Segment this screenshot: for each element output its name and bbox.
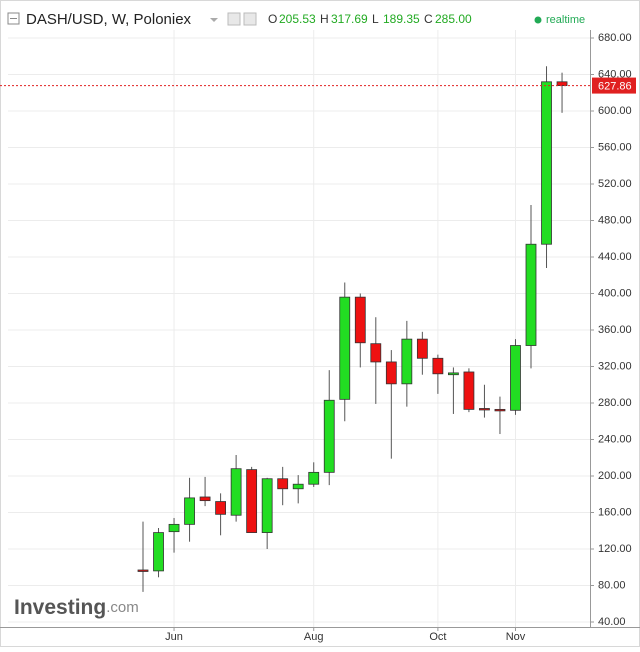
candle-body — [479, 408, 490, 411]
candle-body — [153, 532, 164, 572]
candle-body — [339, 296, 351, 400]
y-tick-label: 160.00 — [598, 506, 632, 518]
x-tick-label: Nov — [506, 631, 526, 643]
last-price-label: 627.86 — [598, 80, 632, 92]
y-tick-label: 560.00 — [598, 141, 632, 153]
candle-body — [401, 338, 413, 385]
y-tick-label: 480.00 — [598, 214, 632, 226]
ohlc-readout: O 205.53 H 317.69 L 189.35 C 285.00 — [268, 12, 472, 26]
y-tick-label: 640.00 — [598, 68, 632, 80]
y-tick-label: 40.00 — [598, 616, 626, 628]
logo: Investing.com — [14, 596, 139, 619]
logo-name: Investing — [14, 596, 106, 619]
candle-body — [168, 523, 180, 533]
candle-body — [184, 497, 195, 525]
candle-body — [432, 357, 444, 375]
status-dot — [534, 16, 542, 24]
candle-body — [292, 483, 304, 490]
candle-body — [447, 372, 459, 376]
logo-suffix: .com — [106, 599, 139, 616]
x-tick-label: Aug — [304, 631, 324, 643]
candle-body — [261, 478, 273, 533]
ohlc-label: H — [320, 12, 329, 26]
ohlc-value: 317.69 — [331, 12, 368, 26]
x-tick-label: Oct — [429, 631, 446, 643]
collapse-icon[interactable] — [7, 12, 20, 25]
y-tick-label: 200.00 — [598, 470, 632, 482]
last-price-box — [592, 77, 636, 94]
settings-icon[interactable] — [243, 12, 257, 26]
candle-body — [230, 468, 242, 516]
candle-body — [323, 399, 335, 473]
y-tick-label: 440.00 — [598, 251, 632, 263]
ohlc-label: C — [424, 12, 433, 26]
candle-body — [385, 361, 397, 385]
candle-body — [354, 296, 366, 344]
y-tick-label: 400.00 — [598, 287, 632, 299]
candle-body — [370, 343, 382, 363]
eye-icon[interactable] — [227, 12, 241, 26]
candle-body — [510, 345, 521, 411]
y-tick-label: 80.00 — [598, 579, 626, 591]
status: realtime — [546, 14, 585, 26]
candle-body — [137, 569, 149, 572]
candle-body — [463, 371, 475, 410]
x-tick-label: Jun — [165, 631, 183, 643]
ohlc-value: 285.00 — [435, 12, 472, 26]
candle-body — [277, 478, 289, 490]
y-tick-label: 240.00 — [598, 433, 632, 445]
candle-body — [525, 243, 537, 346]
y-tick-label: 280.00 — [598, 397, 632, 409]
candle-body — [215, 501, 227, 515]
candle-body — [541, 81, 552, 245]
y-tick-label: 520.00 — [598, 178, 632, 190]
candle-body — [199, 496, 211, 502]
symbol: DASH/USD, W, Poloniex — [26, 11, 192, 28]
y-tick-label: 120.00 — [598, 543, 632, 555]
y-tick-label: 680.00 — [598, 32, 632, 44]
y-tick-label: 600.00 — [598, 105, 632, 117]
dropdown-arrow[interactable] — [210, 18, 218, 22]
ohlc-value: 189.35 — [383, 12, 420, 26]
ohlc-value: 205.53 — [279, 12, 316, 26]
y-tick-label: 320.00 — [598, 360, 632, 372]
candle-body — [308, 471, 320, 485]
candle-body — [556, 81, 568, 86]
candle-body — [494, 408, 506, 412]
ohlc-label: L — [372, 12, 379, 26]
candle-body — [246, 469, 258, 533]
ohlc-label: O — [268, 12, 277, 26]
candle-body — [416, 338, 428, 359]
y-tick-label: 360.00 — [598, 324, 632, 336]
